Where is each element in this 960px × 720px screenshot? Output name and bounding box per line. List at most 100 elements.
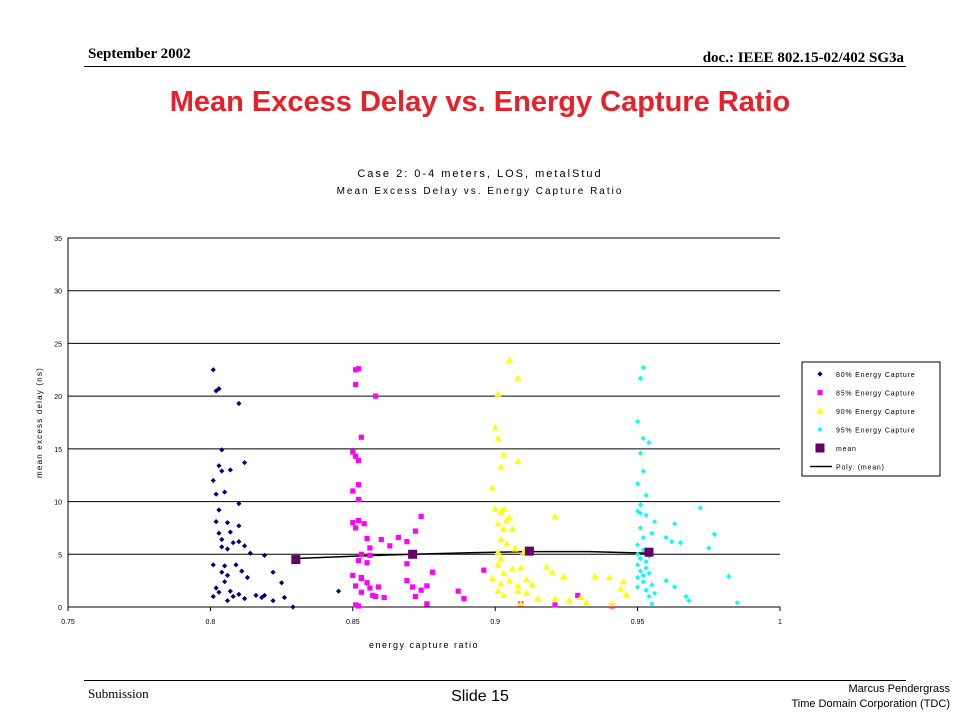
data-point	[643, 492, 649, 498]
data-point	[353, 583, 359, 589]
header-doc-id: doc.: IEEE 802.15-02/402 SG3a	[702, 50, 904, 66]
data-point	[711, 531, 718, 537]
data-point	[511, 545, 519, 552]
data-point	[424, 601, 430, 607]
data-point	[635, 481, 641, 487]
data-point	[559, 572, 568, 580]
y-tick-label: 25	[54, 341, 62, 348]
header-date: September 2002	[88, 46, 191, 62]
x-tick-label: 0.75	[61, 619, 75, 626]
x-tick-label: 1	[778, 619, 782, 626]
footer-author-block: Marcus Pendergrass Time Domain Corporati…	[791, 682, 950, 712]
data-point	[213, 519, 219, 525]
data-point	[378, 536, 384, 543]
data-point	[259, 594, 265, 601]
x-tick-label: 0.95	[631, 619, 645, 626]
data-point	[236, 539, 242, 545]
data-point	[372, 593, 379, 600]
data-point	[508, 565, 516, 572]
data-point	[640, 435, 646, 441]
data-point	[350, 488, 356, 494]
data-point	[261, 592, 268, 599]
data-point	[669, 539, 675, 545]
data-point	[224, 598, 231, 604]
slide-title: Mean Excess Delay vs. Energy Capture Rat…	[169, 86, 791, 118]
data-point	[270, 598, 276, 604]
data-point	[635, 574, 641, 581]
data-point	[216, 530, 222, 536]
data-point	[522, 589, 531, 596]
legend-label: 85% Energy Capture	[836, 391, 915, 398]
data-point	[640, 534, 646, 541]
data-point	[358, 574, 364, 581]
data-point	[652, 590, 658, 596]
data-point	[355, 482, 362, 488]
data-point	[514, 374, 522, 381]
data-point	[219, 536, 225, 543]
data-point	[622, 590, 630, 597]
data-point	[643, 587, 649, 593]
data-point	[364, 560, 370, 566]
mean-point	[644, 547, 654, 557]
data-point	[619, 578, 627, 585]
data-point	[502, 516, 511, 524]
data-point	[353, 453, 359, 459]
legend-swatch	[817, 371, 823, 377]
data-point	[565, 597, 573, 604]
data-point	[261, 552, 268, 558]
data-point	[726, 573, 732, 580]
data-point	[640, 468, 646, 474]
data-point	[364, 580, 370, 586]
data-point	[350, 449, 356, 455]
data-point	[505, 513, 514, 520]
data-point	[494, 520, 502, 527]
data-point	[387, 543, 393, 549]
data-point	[635, 418, 641, 425]
legend-swatch	[817, 389, 823, 396]
data-point	[637, 568, 644, 574]
data-point	[488, 574, 496, 582]
data-point	[364, 535, 370, 542]
data-point	[677, 540, 683, 546]
footer-submission: Submission	[88, 686, 149, 701]
data-point	[643, 565, 649, 571]
data-point	[663, 578, 669, 584]
data-point	[646, 570, 652, 576]
data-point	[502, 540, 511, 547]
data-point	[429, 569, 436, 575]
data-point	[350, 520, 356, 526]
chart-title: Case 2: 0-4 meters, LOS, metalStud	[357, 168, 603, 180]
legend-label: 80% Energy Capture	[836, 372, 915, 379]
data-point	[500, 591, 508, 599]
data-point	[637, 510, 644, 516]
footer-author: Marcus Pendergrass	[848, 683, 951, 695]
data-point	[353, 602, 359, 608]
y-axis-label: mean excess delay (ns)	[35, 367, 44, 478]
data-point	[224, 572, 231, 578]
data-point	[253, 592, 259, 599]
data-point	[649, 601, 655, 607]
mean-point	[408, 549, 418, 559]
data-point	[646, 593, 652, 600]
data-point	[494, 434, 502, 441]
data-point	[734, 600, 740, 606]
data-point	[494, 548, 502, 555]
data-point	[239, 568, 245, 574]
data-point	[500, 569, 508, 576]
data-point	[455, 588, 461, 594]
data-point	[335, 588, 342, 594]
data-point	[410, 584, 416, 590]
data-point	[488, 484, 496, 491]
data-point	[412, 528, 419, 534]
legend-swatch	[816, 407, 824, 414]
data-point	[404, 578, 410, 584]
data-point	[552, 602, 558, 608]
data-point	[635, 542, 641, 548]
data-point	[367, 585, 373, 591]
data-point	[222, 563, 228, 569]
data-point	[290, 604, 296, 610]
data-point	[591, 572, 599, 580]
data-point	[210, 562, 216, 568]
data-point	[637, 450, 644, 456]
data-point	[230, 593, 236, 600]
